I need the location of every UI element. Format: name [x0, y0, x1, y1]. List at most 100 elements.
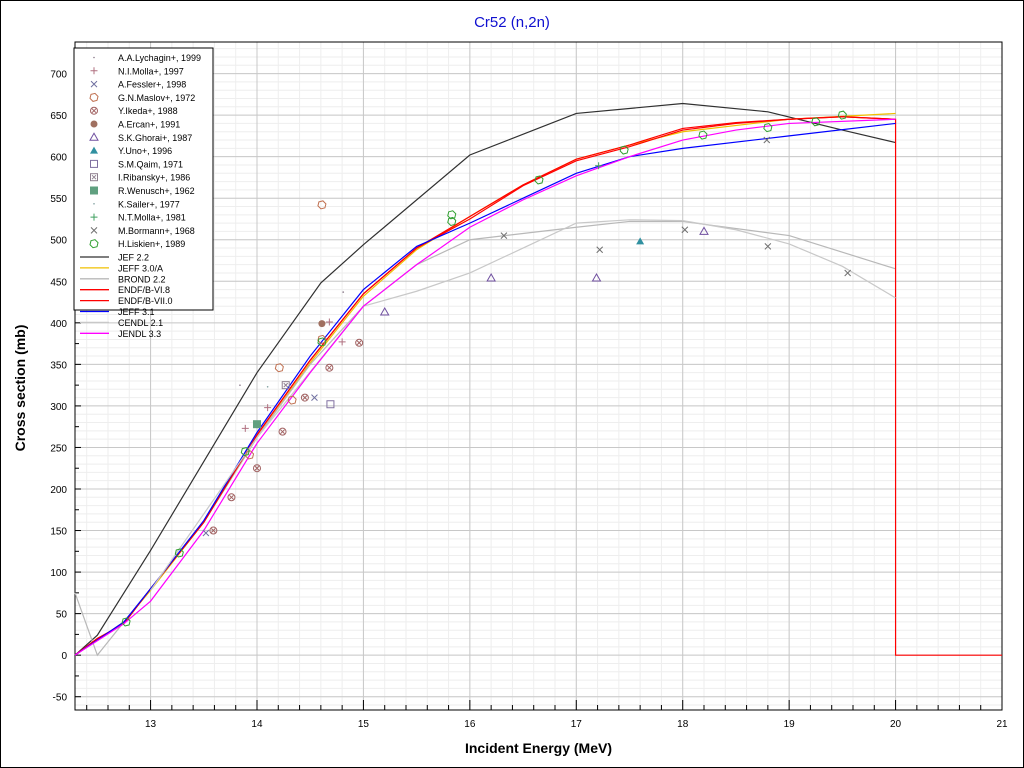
data-point — [317, 337, 327, 347]
legend-label: K.Sailer+, 1977 — [118, 199, 180, 209]
x-tick-label: 20 — [890, 719, 902, 730]
legend-label: ENDF/B-VII.0 — [118, 296, 173, 306]
data-point — [338, 338, 346, 346]
data-point — [318, 320, 326, 328]
legend-marker — [90, 80, 98, 88]
data-point — [174, 548, 184, 558]
legend-marker — [90, 67, 98, 75]
legend-label: I.Ribansky+, 1986 — [118, 173, 190, 183]
y-tick-label: 150 — [50, 527, 67, 538]
legend-label: JEF 2.2 — [118, 253, 149, 263]
legend-label: BROND 2.2 — [118, 274, 166, 284]
data-point — [764, 243, 772, 250]
y-tick-label: 250 — [50, 443, 67, 454]
data-point — [595, 162, 603, 170]
data-point — [264, 404, 272, 412]
series-line-jef-2-2 — [74, 102, 896, 656]
y-tick-label: 650 — [50, 111, 67, 122]
data-point — [227, 493, 236, 502]
data-point — [252, 420, 261, 429]
y-tick-label: 100 — [50, 568, 67, 579]
y-tick-label: 350 — [50, 360, 67, 371]
data-point — [763, 136, 771, 144]
legend-marker — [90, 146, 98, 154]
data-point — [596, 246, 604, 254]
data-point — [244, 450, 255, 460]
data-point — [241, 424, 249, 432]
data-point — [202, 529, 210, 537]
x-tick-label: 13 — [145, 719, 157, 730]
data-point — [121, 617, 131, 627]
y-tick-label: 600 — [50, 153, 67, 164]
data-point — [636, 237, 645, 245]
data-point — [681, 226, 689, 234]
legend-label: H.Liskien+, 1989 — [118, 239, 185, 249]
data-point — [317, 334, 327, 344]
legend-label: R.Wenusch+, 1962 — [118, 186, 195, 196]
y-tick-label: 0 — [61, 651, 67, 662]
legend-marker — [90, 159, 98, 168]
legend-label: JENDL 3.3 — [118, 329, 161, 339]
data-point — [300, 393, 309, 402]
series-line-jendl-3-3 — [74, 118, 896, 656]
x-tick-label: 14 — [251, 719, 263, 730]
series-line-jeff-3-1 — [74, 122, 896, 656]
y-tick-label: 200 — [50, 485, 67, 496]
legend-marker — [90, 173, 98, 182]
legend-label: A.Ercan+, 1991 — [118, 120, 180, 130]
data-point — [342, 291, 345, 293]
data-point — [239, 384, 241, 386]
legend-marker — [89, 92, 99, 102]
legend-marker — [89, 239, 99, 249]
data-point — [447, 210, 457, 220]
data-point — [325, 318, 333, 326]
data-point — [837, 110, 847, 120]
legend-marker — [93, 203, 95, 205]
data-point — [311, 394, 318, 401]
y-tick-label: 300 — [50, 402, 67, 413]
data-point — [325, 363, 334, 372]
y-tick-label: 400 — [50, 319, 67, 330]
legend-label: A.A.Lychagin+, 1999 — [118, 53, 201, 63]
legend-label: JEFF 3.1 — [118, 307, 155, 317]
y-tick-label: 550 — [50, 194, 67, 205]
x-axis-label: Incident Energy (MeV) — [464, 740, 613, 756]
data-point — [619, 145, 629, 155]
data-point — [763, 123, 773, 133]
y-tick-label: 50 — [56, 610, 68, 621]
data-point — [447, 216, 457, 227]
legend-marker — [90, 227, 98, 234]
legend-label: ENDF/B-VI.8 — [118, 285, 170, 295]
y-tick-label: 700 — [50, 70, 67, 81]
data-point — [591, 272, 602, 282]
x-tick-label: 21 — [996, 719, 1008, 730]
chart-title: Cr52 (n,2n) — [474, 14, 550, 31]
data-point — [500, 232, 508, 239]
legend-label: S.M.Qaim, 1971 — [118, 159, 183, 169]
x-tick-label: 18 — [677, 719, 689, 730]
data-point — [486, 272, 497, 282]
plot-border — [74, 41, 1003, 711]
legend-marker — [90, 213, 98, 221]
legend-marker — [90, 106, 98, 115]
x-tick-label: 17 — [571, 719, 583, 730]
data-point — [355, 338, 364, 347]
legend-label: M.Bormann+, 1968 — [118, 226, 195, 236]
plot-background — [75, 42, 1002, 710]
data-point — [326, 400, 335, 409]
data-point — [379, 307, 390, 316]
data-point — [209, 526, 218, 535]
legend: A.A.Lychagin+, 1999 N.I.Molla+, 1997 A.Fes… — [73, 47, 214, 339]
legend-label: S.K.Ghorai+, 1987 — [118, 133, 192, 143]
data-point — [266, 386, 269, 388]
x-tick-label: 19 — [784, 719, 796, 730]
legend-label: N.T.Molla+, 1981 — [118, 213, 186, 223]
data-point — [274, 363, 284, 373]
data-point — [534, 175, 544, 185]
data-point — [811, 117, 821, 127]
legend-label: JEFF 3.0/A — [118, 263, 163, 273]
y-tick-label: -50 — [53, 693, 68, 704]
data-point — [287, 395, 297, 405]
data-point — [252, 464, 261, 473]
